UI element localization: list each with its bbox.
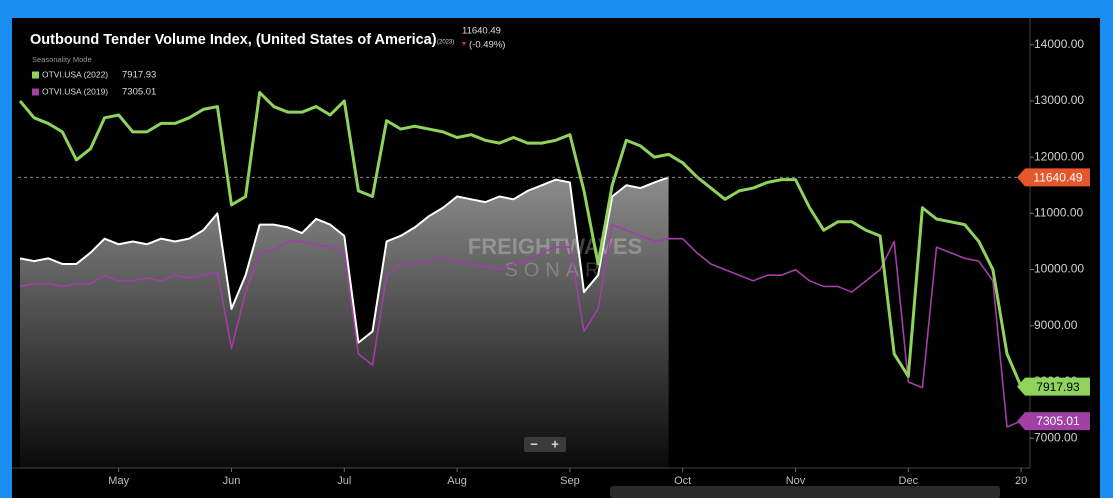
current-value: 11640.49 — [462, 26, 501, 37]
legend-value: 7917.93 — [122, 70, 156, 81]
mode-label: Seasonality Mode — [32, 55, 92, 64]
zoom-in[interactable]: + — [551, 436, 559, 451]
x-tick-label: Sep — [560, 475, 580, 487]
value-flag-label: 7917.93 — [1036, 380, 1080, 394]
zoom-controls: − + — [524, 436, 566, 452]
zoom-panel — [524, 437, 566, 452]
x-tick-label: 20 — [1015, 475, 1027, 487]
chart-title: Outbound Tender Volume Index, (United St… — [30, 32, 437, 48]
x-tick-label: Aug — [447, 475, 467, 487]
line — [19, 176, 669, 344]
series-tag: (2023) — [437, 40, 454, 46]
x-tick-label: Jun — [223, 475, 241, 487]
legend-swatch — [32, 71, 39, 79]
change-arrow — [462, 42, 466, 46]
x-tick-label: Oct — [674, 475, 691, 487]
x-tick-label: Nov — [786, 475, 806, 487]
x-tick-label: Jul — [337, 475, 351, 487]
value-flag-label: 11640.49 — [1033, 171, 1082, 185]
change-label: (-0.49%) — [469, 40, 505, 51]
y-tick-label: 11000.00 — [1034, 206, 1083, 220]
y-tick-label: 10000.00 — [1034, 262, 1084, 276]
x-tick-label: May — [108, 475, 129, 487]
value-flag — [1017, 377, 1090, 396]
y-tick-label: 13000.00 — [1034, 93, 1084, 107]
y-tick-label: 9000.00 — [1034, 318, 1078, 332]
y-tick-label: 7000.00 — [1034, 430, 1078, 444]
value-flag — [1017, 412, 1090, 431]
line — [18, 91, 1023, 388]
value-flag-label: 7305.01 — [1036, 414, 1080, 428]
legend-label: OTVI.USA (2019) — [42, 86, 108, 96]
zoom-out[interactable]: − — [530, 436, 538, 451]
scroll-bar[interactable] — [610, 486, 1000, 498]
legend-value: 7305.01 — [122, 87, 156, 98]
legend-swatch — [32, 88, 39, 96]
plot-area: FREIGHTWAVESSONAR — [18, 91, 1023, 468]
value-flag — [1017, 168, 1090, 187]
y-tick-label: 12000.00 — [1034, 149, 1084, 163]
line — [19, 223, 1022, 428]
legend-label: OTVI.USA (2022) — [42, 69, 108, 79]
area — [20, 177, 669, 468]
x-tick-label: Dec — [899, 475, 919, 487]
y-tick-label: 14000.00 — [1034, 37, 1084, 51]
